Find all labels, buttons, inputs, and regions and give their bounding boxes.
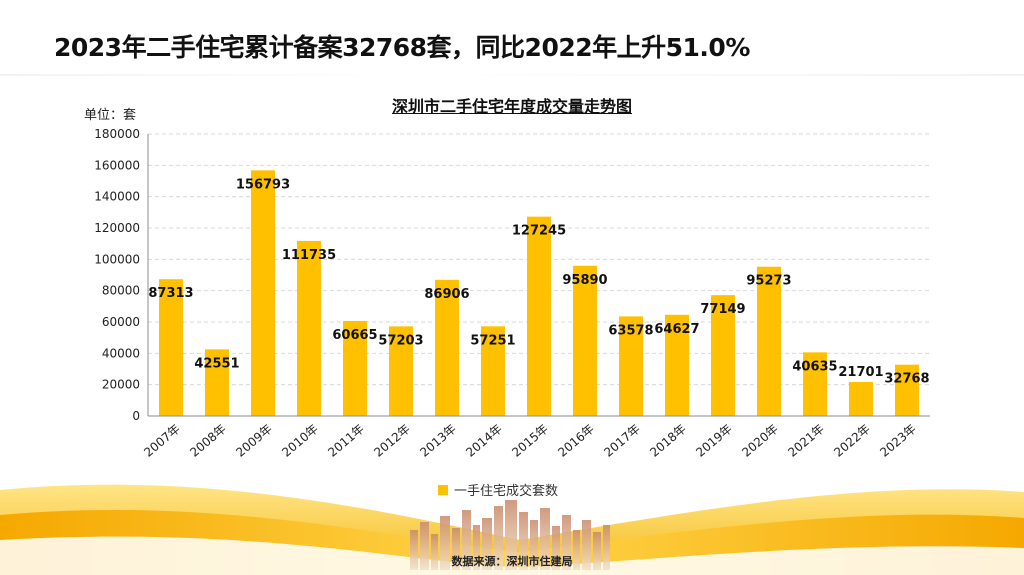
data-label: 32768 [884,372,929,387]
x-tick-label: 2017年 [601,422,643,460]
bars [159,170,919,416]
data-label: 95890 [562,273,607,288]
x-tick-label: 2008年 [187,422,229,460]
skyline-tower [519,512,528,570]
skyline-tower [593,532,601,570]
x-axis: 2007年 2008年 2009年 2010年 2011年 2012年 2013年 2014年… [141,415,930,460]
bar [481,326,505,416]
bar [389,326,413,416]
skyline-tower [573,530,580,570]
bar [343,320,367,416]
skyline-tower [473,525,480,570]
data-label: 77149 [700,302,745,317]
y-tick-label: 100000 [94,252,140,266]
legend-swatch [438,484,448,495]
x-tick-label: 2014年 [463,422,505,460]
x-tick-label: 2009年 [233,422,275,460]
x-tick-label: 2013年 [417,422,459,460]
data-label: 57251 [470,333,515,348]
y-tick-label: 60000 [102,315,140,329]
skyline-tower [494,506,503,570]
data-label: 86906 [424,287,469,302]
y-tick-label: 160000 [94,158,140,172]
y-tick-label: 40000 [102,346,140,360]
skyline-tower [540,508,550,570]
skyline-tower [603,525,610,570]
data-label: 64627 [654,322,699,337]
bar [527,216,551,416]
data-label: 127245 [512,224,566,239]
y-tick-label: 140000 [94,190,140,204]
x-tick-label: 2022年 [831,422,873,460]
bar [849,382,873,416]
data-labels: 87313 42551 156793 111735 60665 57203 86906 572… [148,177,929,386]
bar [757,266,781,416]
unit-label: 单位：套 [84,108,137,123]
x-tick-label: 2020年 [739,422,781,460]
data-label: 111735 [282,248,336,263]
skyline-tower [582,520,591,570]
x-tick-label: 2023年 [877,422,919,460]
x-tick-label: 2016年 [555,422,597,460]
skyline-tower [530,520,538,570]
skyline-tower [420,522,429,570]
y-tick-label: 120000 [94,221,140,235]
headline: 2023年二手住宅累计备案32768套，同比2022年上升51.0% [54,33,750,62]
bar [619,316,643,416]
bar [573,265,597,416]
skyline-tower [562,515,571,570]
bar [205,349,229,416]
x-tick-label: 2018年 [647,422,689,460]
bar-chart: 0 20000 40000 60000 80000 100000 120000 140000 1… [94,127,930,460]
footer-decoration [0,484,1024,575]
y-tick-label: 20000 [102,378,140,392]
bar [895,364,919,416]
data-label: 40635 [792,359,837,374]
y-tick-label: 180000 [94,127,140,141]
x-tick-label: 2015年 [509,422,551,460]
data-label: 63578 [608,323,653,338]
bar [803,352,827,416]
skyline-tower [505,500,517,570]
y-axis: 0 20000 40000 60000 80000 100000 120000 140000 1… [94,127,149,423]
data-label: 95273 [746,274,791,289]
data-label: 21701 [838,365,883,380]
bar [435,279,459,416]
skyline-tower [552,526,560,570]
skyline-tower [462,510,471,570]
data-label: 57203 [378,333,423,348]
skyline-tower [440,516,450,570]
data-label: 42551 [194,356,239,371]
x-tick-label: 2007年 [141,422,183,460]
bar [297,240,321,416]
data-label: 87313 [148,286,193,301]
data-label: 60665 [332,328,377,343]
x-tick-label: 2010年 [279,422,321,460]
legend: 一手住宅成交套数 [438,480,558,499]
data-label: 156793 [236,177,290,192]
skyline-tower [410,530,418,570]
y-tick-label: 80000 [102,284,140,298]
y-tick-label: 0 [132,409,140,423]
bar [711,295,735,416]
bar [159,279,183,416]
bar [251,170,275,416]
header-divider [0,74,1024,76]
bar [665,314,689,416]
gridlines [148,133,930,386]
chart-title: 深圳市二手住宅年度成交量走势图 [391,97,632,116]
x-tick-label: 2012年 [371,422,413,460]
skyline-tower [452,528,460,570]
x-tick-label: 2019年 [693,422,735,460]
skyline-tower [431,534,438,570]
legend-label: 一手住宅成交套数 [454,484,559,499]
skyline-tower [482,518,492,570]
city-skyline-icon [410,500,610,570]
x-tick-label: 2021年 [785,422,827,460]
data-source: 数据来源：深圳市住建局 [451,555,573,568]
x-tick-label: 2011年 [325,422,367,460]
